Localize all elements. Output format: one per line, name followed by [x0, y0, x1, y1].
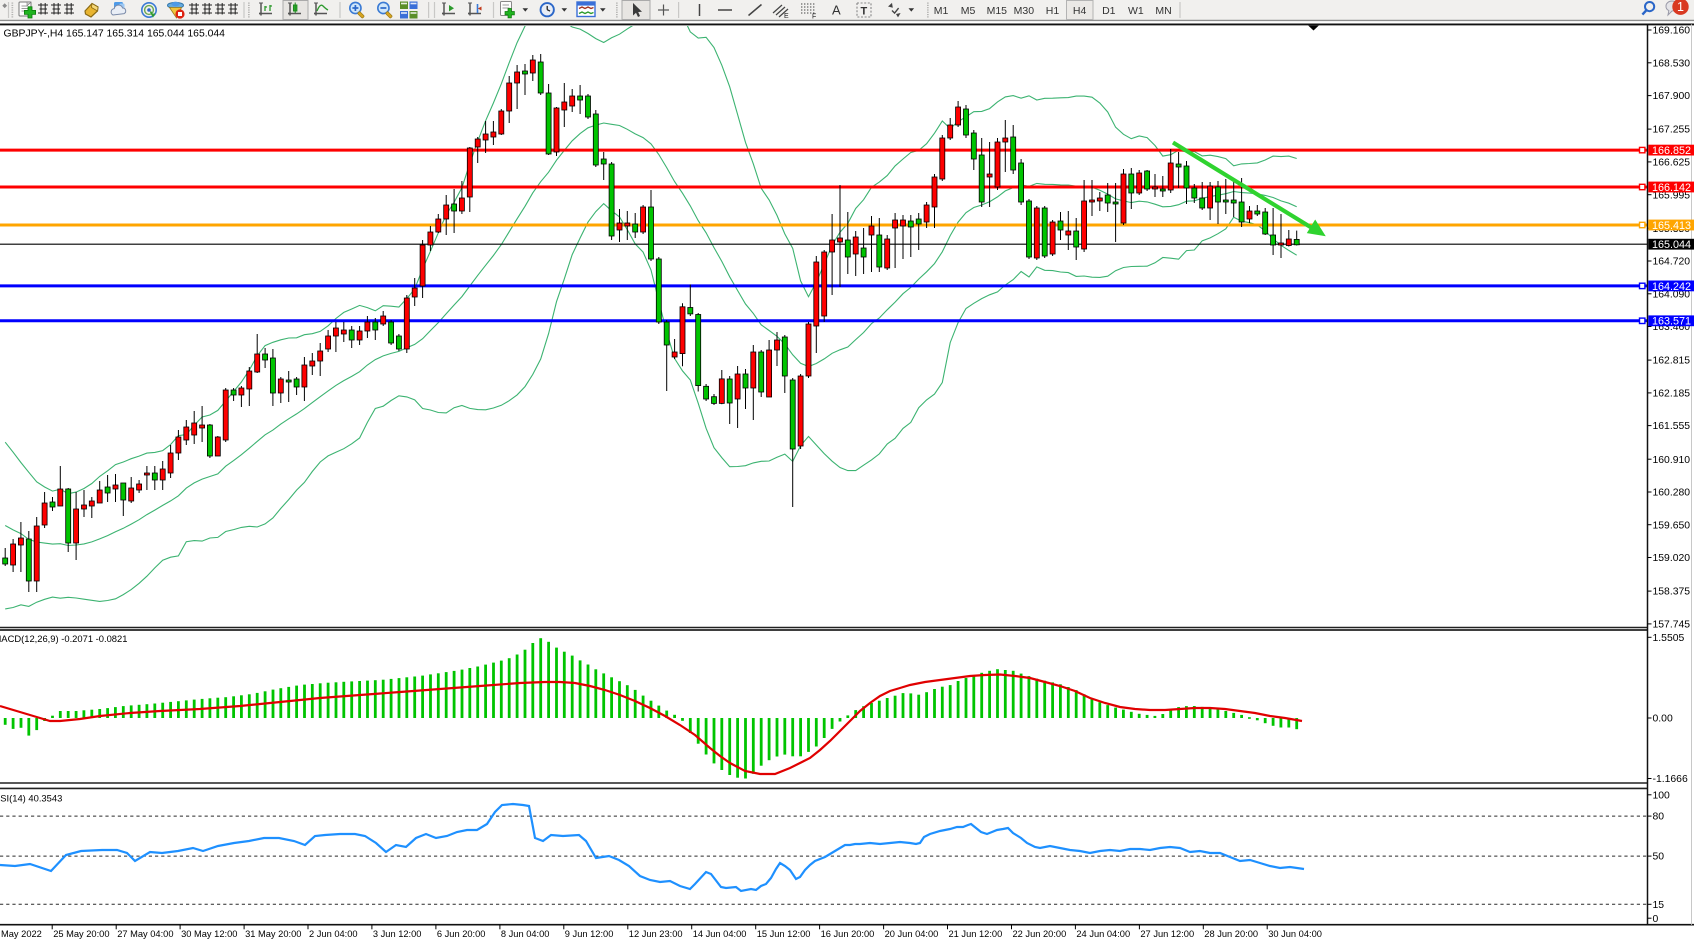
- svg-text:159.650: 159.650: [1653, 520, 1691, 531]
- svg-text:159.020: 159.020: [1653, 553, 1691, 564]
- svg-text:May 2022: May 2022: [1, 929, 42, 939]
- svg-text:80: 80: [1653, 812, 1665, 823]
- svg-text:50: 50: [1653, 852, 1665, 863]
- svg-text:8 Jun 04:00: 8 Jun 04:00: [501, 929, 550, 939]
- svg-text:165.413: 165.413: [1652, 220, 1691, 232]
- svg-text:2 Jun 04:00: 2 Jun 04:00: [309, 929, 358, 939]
- svg-text:1.5505: 1.5505: [1653, 633, 1685, 644]
- svg-text:15 Jun 12:00: 15 Jun 12:00: [757, 929, 811, 939]
- svg-text:157.745: 157.745: [1653, 620, 1691, 631]
- svg-text:M1: M1: [934, 5, 949, 17]
- svg-text:163.571: 163.571: [1652, 316, 1691, 328]
- svg-text:28 Jun 20:00: 28 Jun 20:00: [1204, 929, 1258, 939]
- svg-text:16 Jun 20:00: 16 Jun 20:00: [821, 929, 875, 939]
- svg-text:H1: H1: [1046, 5, 1060, 17]
- svg-text:158.375: 158.375: [1653, 587, 1691, 598]
- svg-text:169.160: 169.160: [1653, 26, 1691, 37]
- svg-text:24 Jun 04:00: 24 Jun 04:00: [1076, 929, 1130, 939]
- svg-text:H4: H4: [1073, 5, 1087, 17]
- svg-text:GBPJPY-,H4 165.147 165.314 16: GBPJPY-,H4 165.147 165.314 165.044 165.0…: [4, 29, 226, 40]
- svg-text:30 May 12:00: 30 May 12:00: [181, 929, 237, 939]
- svg-text:160.910: 160.910: [1653, 455, 1691, 466]
- svg-text:167.900: 167.900: [1653, 91, 1691, 102]
- svg-text:M15: M15: [987, 5, 1008, 17]
- svg-text:30 Jun 04:00: 30 Jun 04:00: [1268, 929, 1322, 939]
- svg-text:M5: M5: [961, 5, 976, 17]
- svg-text:D1: D1: [1102, 5, 1116, 17]
- svg-text:167.255: 167.255: [1653, 125, 1691, 136]
- svg-text:166.625: 166.625: [1653, 158, 1691, 169]
- svg-text:21 Jun 12:00: 21 Jun 12:00: [949, 929, 1003, 939]
- svg-text:A: A: [832, 3, 841, 18]
- svg-text:162.185: 162.185: [1653, 389, 1691, 400]
- svg-text:164.090: 164.090: [1653, 289, 1691, 300]
- svg-text:20 Jun 04:00: 20 Jun 04:00: [885, 929, 939, 939]
- svg-text:31 May 20:00: 31 May 20:00: [245, 929, 301, 939]
- svg-text:166.142: 166.142: [1652, 182, 1691, 194]
- svg-text:6 Jun 20:00: 6 Jun 20:00: [437, 929, 486, 939]
- svg-text:RSI(14) 40.3543: RSI(14) 40.3543: [0, 793, 62, 804]
- svg-text:14 Jun 04:00: 14 Jun 04:00: [693, 929, 747, 939]
- svg-text:M30: M30: [1014, 5, 1035, 17]
- svg-text:1: 1: [1677, 0, 1684, 14]
- svg-text:165.044: 165.044: [1652, 239, 1691, 251]
- svg-text:163.460: 163.460: [1653, 322, 1691, 333]
- svg-text:168.530: 168.530: [1653, 58, 1691, 69]
- svg-text:12 Jun 23:00: 12 Jun 23:00: [629, 929, 683, 939]
- svg-text:160.280: 160.280: [1653, 488, 1691, 499]
- svg-text:165.995: 165.995: [1653, 190, 1691, 201]
- svg-text:27 May 04:00: 27 May 04:00: [117, 929, 173, 939]
- svg-text:166.852: 166.852: [1652, 145, 1691, 157]
- svg-text:-1.1666: -1.1666: [1653, 774, 1688, 785]
- svg-text:F: F: [812, 14, 816, 21]
- svg-text:164.242: 164.242: [1652, 281, 1691, 293]
- svg-text:100: 100: [1653, 790, 1671, 801]
- svg-text:9 Jun 12:00: 9 Jun 12:00: [565, 929, 614, 939]
- svg-text:3 Jun 12:00: 3 Jun 12:00: [373, 929, 422, 939]
- svg-text:25 May 20:00: 25 May 20:00: [53, 929, 109, 939]
- svg-text:W1: W1: [1128, 5, 1144, 17]
- svg-text:E: E: [784, 13, 789, 20]
- svg-text:MN: MN: [1155, 5, 1171, 17]
- svg-text:22 Jun 20:00: 22 Jun 20:00: [1013, 929, 1067, 939]
- svg-text:0.00: 0.00: [1653, 714, 1673, 725]
- svg-text:0: 0: [1653, 914, 1659, 925]
- svg-text:15: 15: [1653, 900, 1665, 911]
- svg-text:27 Jun 12:00: 27 Jun 12:00: [1140, 929, 1194, 939]
- svg-text:MACD(12,26,9) -0.2071 -0.0821: MACD(12,26,9) -0.2071 -0.0821: [0, 633, 127, 644]
- svg-text:162.815: 162.815: [1653, 356, 1691, 367]
- svg-text:164.720: 164.720: [1653, 257, 1691, 268]
- svg-text:T: T: [861, 6, 868, 18]
- svg-text:161.555: 161.555: [1653, 421, 1691, 432]
